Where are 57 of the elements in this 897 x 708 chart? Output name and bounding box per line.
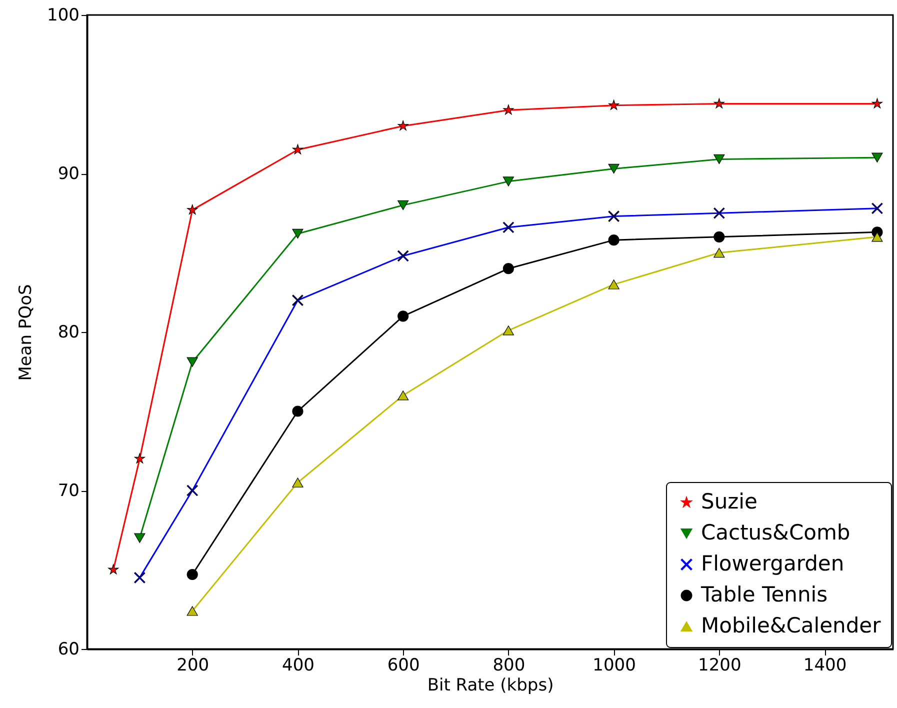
point [398, 250, 409, 262]
y-tick-label: 60 [58, 640, 80, 660]
point [398, 120, 408, 130]
point [108, 564, 119, 574]
point [608, 280, 620, 290]
x-tick-label: 1200 [698, 656, 742, 676]
point [398, 310, 409, 322]
point [187, 204, 198, 215]
point [292, 478, 304, 488]
point [872, 98, 882, 108]
x-axis-title: Bit Rate (kbps) [427, 676, 554, 696]
point [186, 606, 198, 616]
point [292, 228, 304, 239]
point [872, 202, 883, 214]
point [714, 98, 724, 108]
point [186, 484, 198, 496]
y-tick-label: 100 [47, 6, 80, 26]
x-tick-label: 400 [282, 656, 314, 676]
point [502, 176, 514, 186]
point [186, 357, 198, 367]
legend-label: Suzie [701, 490, 758, 514]
x-tick-label: 600 [387, 656, 420, 676]
point [292, 144, 303, 154]
point [714, 208, 725, 219]
point [872, 152, 883, 162]
point [714, 248, 725, 258]
point [186, 568, 198, 580]
point [608, 234, 620, 246]
point [608, 210, 620, 222]
point [398, 200, 409, 210]
point [134, 572, 146, 584]
legend-label: Table Tennis [700, 582, 828, 606]
point [134, 453, 145, 464]
legend-label: Cactus&Comb [701, 520, 850, 544]
y-tick-label: 90 [58, 164, 80, 184]
point [872, 232, 883, 242]
point [503, 104, 514, 115]
point [502, 263, 514, 274]
point [608, 100, 620, 110]
point [714, 231, 725, 242]
legend-label: Flowergarden [701, 552, 844, 576]
x-tick-label: 800 [492, 656, 526, 676]
x-tick-label: 1000 [592, 656, 636, 676]
y-axis-title: Mean PQoS [16, 284, 36, 381]
point [714, 154, 725, 164]
y-tick-label: 80 [58, 322, 80, 342]
point [608, 164, 620, 174]
point [292, 406, 304, 417]
x-tick-label: 1400 [803, 656, 847, 676]
point [398, 390, 409, 400]
point [502, 326, 514, 336]
x-tick-label: 200 [176, 656, 210, 676]
point [502, 222, 514, 233]
y-tick-label: 70 [58, 481, 80, 501]
legend-label: Mobile&Calender [701, 614, 882, 638]
point [134, 533, 146, 543]
point [292, 294, 304, 306]
